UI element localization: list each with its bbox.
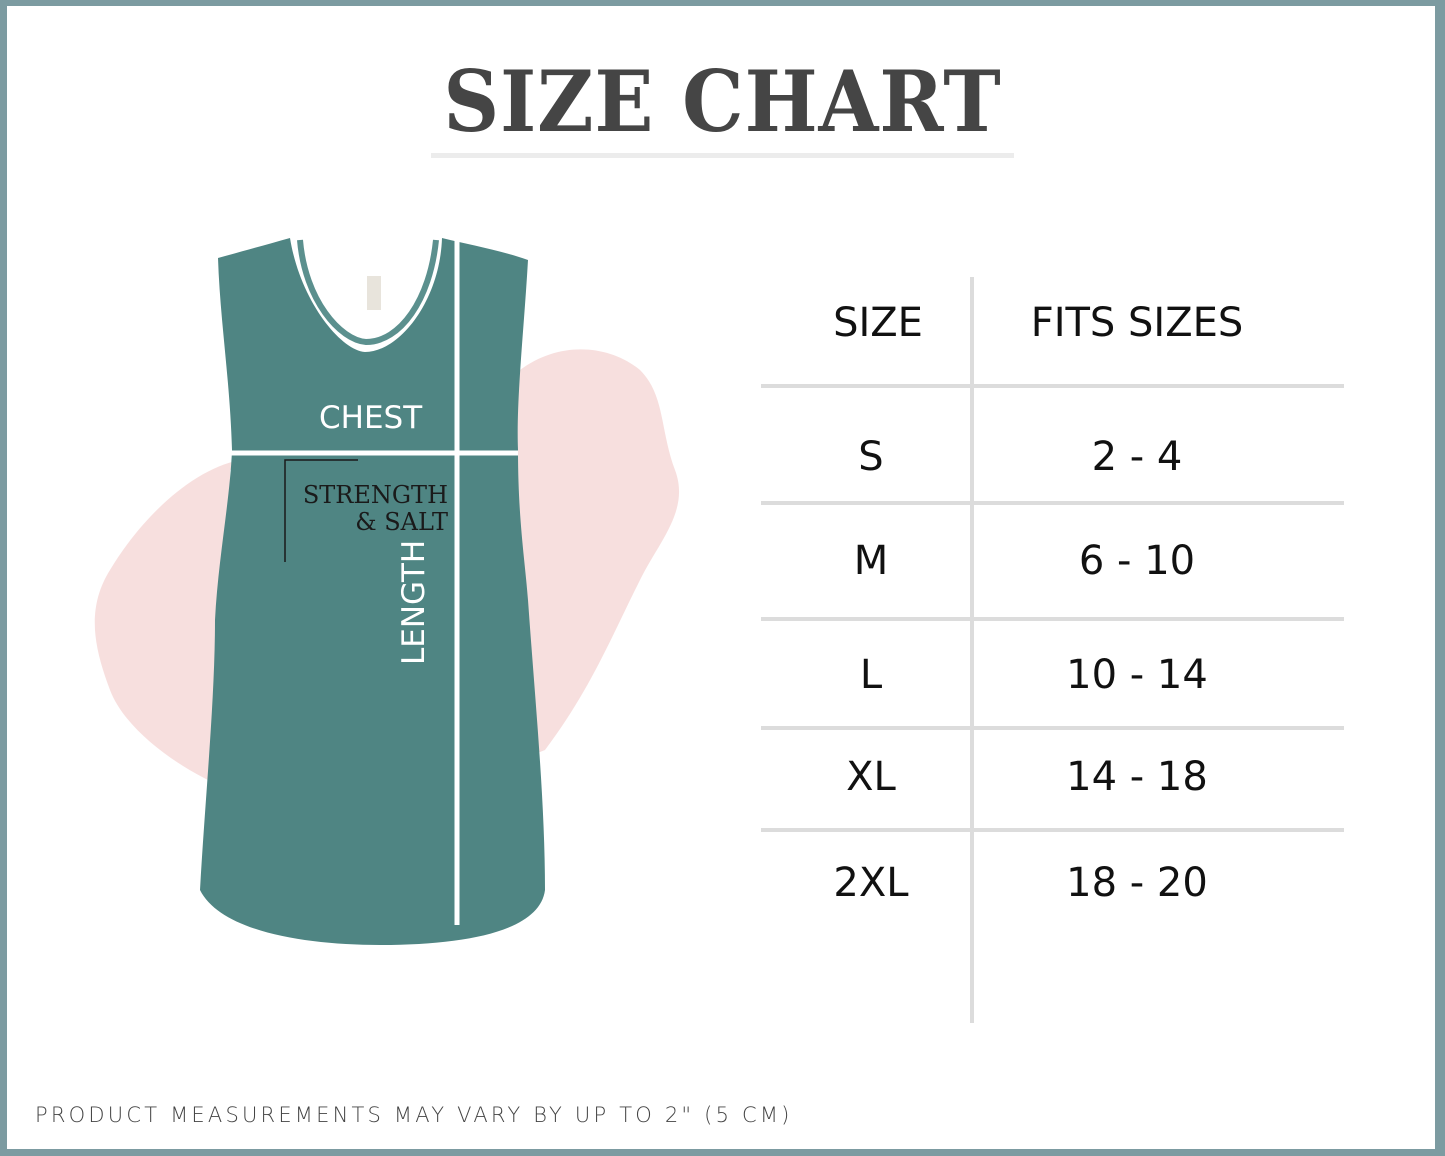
row-divider	[761, 726, 1344, 730]
size-cell: 2XL	[833, 860, 909, 906]
title-underline	[431, 153, 1014, 158]
header-fits-sizes: FITS SIZES	[1030, 300, 1244, 346]
column-divider	[970, 277, 974, 1023]
fits-cell: 18 - 20	[1066, 860, 1208, 906]
page-title: SIZE CHART	[443, 52, 1002, 151]
row-divider	[761, 617, 1344, 621]
size-cell: L	[859, 652, 883, 698]
fits-cell: 2 - 4	[1091, 434, 1183, 480]
fits-cell: 6 - 10	[1078, 538, 1196, 584]
row-divider	[761, 384, 1344, 388]
chest-label: CHEST	[319, 400, 423, 436]
shirt-print: STRENGTH & SALT	[280, 482, 448, 536]
fits-cell: 10 - 14	[1066, 652, 1208, 698]
header-size: SIZE	[833, 300, 923, 346]
row-divider	[761, 501, 1344, 505]
neck-label	[367, 276, 381, 310]
row-divider	[761, 828, 1344, 832]
fits-cell: 14 - 18	[1066, 754, 1208, 800]
print-line-1: STRENGTH	[302, 481, 448, 509]
print-line-2: & SALT	[355, 508, 448, 536]
size-cell: XL	[846, 754, 896, 800]
size-cell: M	[853, 538, 889, 584]
measurement-footnote: PRODUCT MEASUREMENTS MAY VARY BY UP TO 2…	[35, 1103, 793, 1127]
length-label: LENGTH	[396, 539, 432, 665]
size-cell: S	[858, 434, 884, 480]
